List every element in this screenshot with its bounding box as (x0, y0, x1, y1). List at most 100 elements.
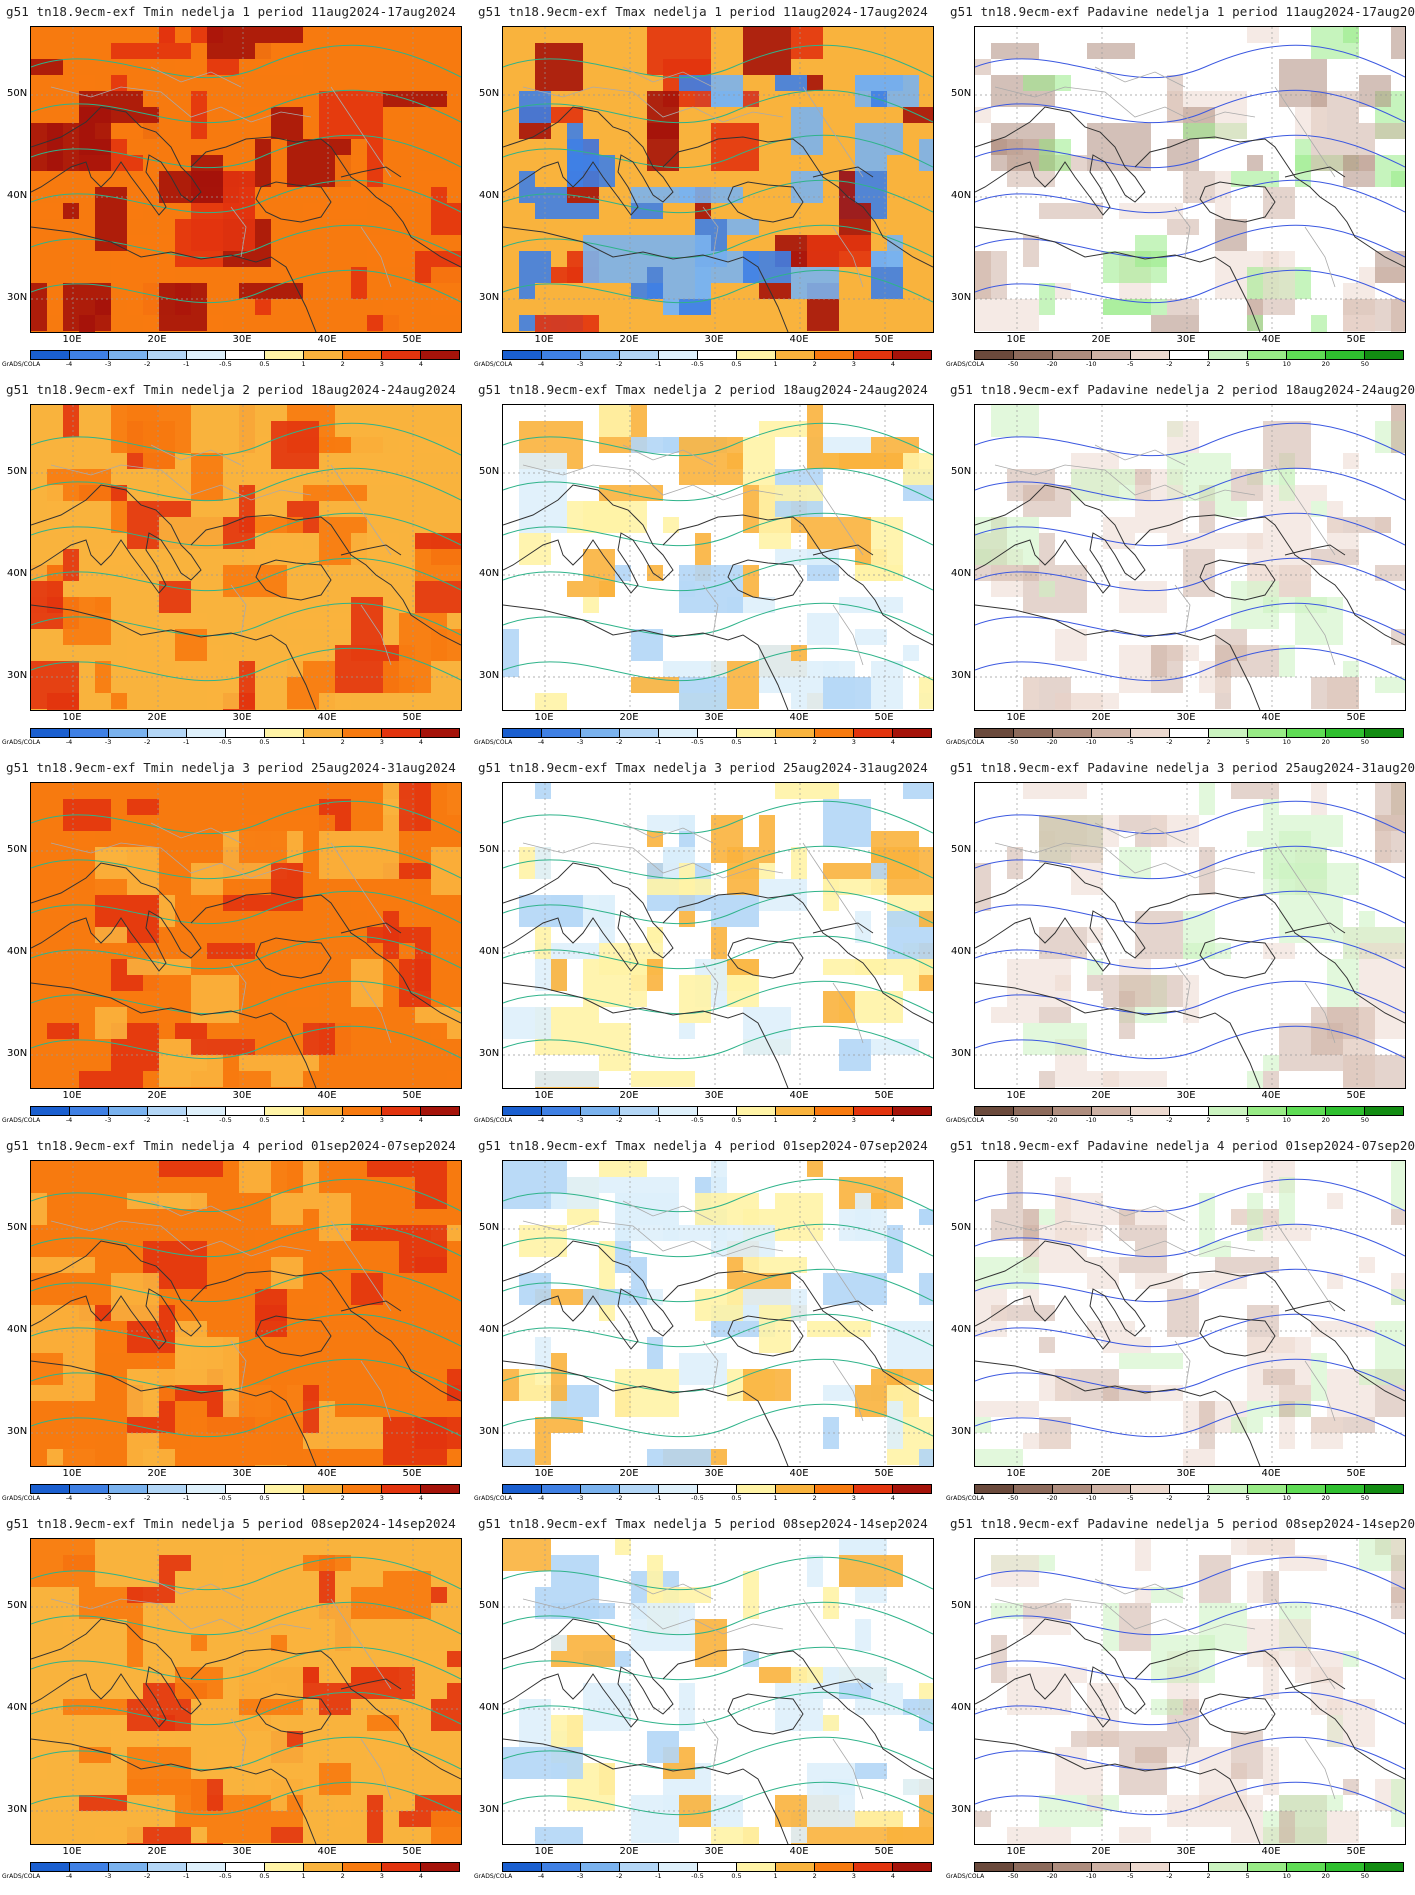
anomaly-cell (807, 613, 839, 645)
longitude-label: 50E (402, 1468, 422, 1479)
map-area (502, 26, 934, 333)
anomaly-cell (447, 1071, 461, 1088)
latitude-label: 40N (951, 1702, 972, 1713)
anomaly-cell (1087, 1321, 1135, 1337)
longitude-label: 40E (1261, 1846, 1281, 1857)
color-scale-label: 2 (340, 360, 345, 368)
map-area (30, 782, 462, 1089)
longitude-label: 50E (1346, 1846, 1366, 1857)
anomaly-cell (1295, 139, 1311, 187)
longitude-label: 20E (147, 1090, 167, 1101)
anomaly-cell (1279, 59, 1327, 107)
color-scale-swatch (304, 1107, 343, 1115)
anomaly-cell (1391, 1161, 1405, 1209)
anomaly-cell (1343, 533, 1359, 549)
color-scale-swatch (1014, 729, 1053, 737)
latitude-label: 30N (951, 292, 972, 303)
anomaly-cell (551, 1193, 599, 1209)
anomaly-cell (1167, 75, 1183, 123)
color-scale-label: 4 (890, 738, 895, 746)
anomaly-cell (711, 123, 759, 171)
anomaly-cell (1023, 1683, 1071, 1715)
precip-contour (975, 269, 1405, 304)
color-scale-bar (502, 728, 932, 738)
anomaly-cell (271, 421, 319, 469)
anomaly-cell (823, 959, 855, 975)
color-scale-label: -10 (1085, 1872, 1097, 1880)
anomaly-cell (31, 1257, 95, 1273)
anomaly-cell (807, 1763, 855, 1779)
anomaly-cell (535, 187, 567, 203)
latitude-label: 40N (7, 190, 28, 201)
anomaly-cell (255, 1465, 287, 1466)
country-borders (522, 1578, 864, 1800)
color-scale-label: -3 (576, 1494, 584, 1502)
longitude-label: 20E (1091, 334, 1111, 345)
anomaly-cell (1103, 815, 1119, 831)
color-scale-label: 50 (1360, 1494, 1370, 1502)
anomaly-cell (1119, 203, 1183, 219)
anomaly-cell (743, 565, 759, 597)
anomaly-cell (399, 959, 431, 1007)
map-field (31, 27, 461, 332)
color-scale-label: -4 (65, 360, 73, 368)
anomaly-cell (1087, 123, 1151, 171)
temperature-contour (31, 1268, 461, 1303)
color-scale-swatch (659, 1485, 698, 1493)
map-panel-tmax-week-1: g51 tn18.9ecm-exf Tmax nedelja 1 period … (472, 0, 942, 378)
color-scale-swatch (659, 1863, 698, 1871)
anomaly-cell (207, 1747, 255, 1779)
map-area (974, 404, 1406, 711)
anomaly-cell (303, 1449, 319, 1466)
color-scale-label: 4 (418, 738, 423, 746)
color-scale-swatch (698, 351, 737, 359)
color-scale-bar (502, 1484, 932, 1494)
grads-credit: GrADS/COLA (2, 361, 41, 368)
temperature-contour (31, 845, 461, 880)
anomaly-cell (743, 1369, 791, 1401)
anomaly-cell (743, 437, 775, 485)
color-scale-label: -1 (655, 1494, 662, 1502)
anomaly-cell (1055, 283, 1071, 299)
color-scale-label: -3 (104, 360, 112, 368)
color-scale-label: -2 (1166, 360, 1173, 368)
temperature-contour (31, 1403, 461, 1438)
anomaly-cell (975, 1401, 1039, 1417)
anomaly-cell (351, 1225, 399, 1241)
color-scale-swatch (1287, 351, 1326, 359)
precip-contour (975, 1403, 1405, 1438)
anomaly-cell (535, 927, 551, 959)
anomaly-cell (791, 1667, 823, 1683)
map-area (30, 1538, 462, 1845)
color-scale-label: 20 (1321, 1494, 1330, 1502)
anomaly-cell (175, 1779, 207, 1827)
color-scale-label: -2 (144, 1116, 151, 1124)
anomaly-cell (855, 911, 871, 943)
color-scale-swatch (1209, 1107, 1248, 1115)
temperature-contour (503, 89, 933, 124)
anomaly-cell (855, 1763, 887, 1779)
color-scale-swatch (1170, 1107, 1209, 1115)
map-field (975, 1161, 1405, 1466)
latitude-label: 50N (7, 88, 28, 99)
color-scale-swatch (148, 1107, 187, 1115)
grads-credit: GrADS/COLA (2, 1495, 41, 1502)
anomaly-cell (31, 203, 63, 219)
coastline (31, 484, 461, 710)
anomaly-cell (31, 1353, 63, 1385)
longitude-label: 10E (62, 334, 82, 345)
color-scale-label: 3 (379, 1872, 384, 1880)
panel-title: g51 tn18.9ecm-exf Tmax nedelja 1 period … (478, 4, 928, 19)
precip-contour (975, 1736, 1405, 1771)
anomaly-cell (1119, 847, 1151, 879)
anomaly-cell (1359, 991, 1405, 1039)
color-scale-swatch (1170, 1485, 1209, 1493)
color-scale-swatch (503, 1863, 542, 1871)
anomaly-cell (351, 453, 415, 485)
anomaly-cell (191, 1417, 255, 1465)
panel-title: g51 tn18.9ecm-exf Tmax nedelja 4 period … (478, 1138, 928, 1153)
anomaly-cell (1311, 1353, 1327, 1401)
anomaly-cell (839, 171, 855, 203)
anomaly-cell (535, 783, 551, 799)
color-scale-swatch (1092, 351, 1131, 359)
